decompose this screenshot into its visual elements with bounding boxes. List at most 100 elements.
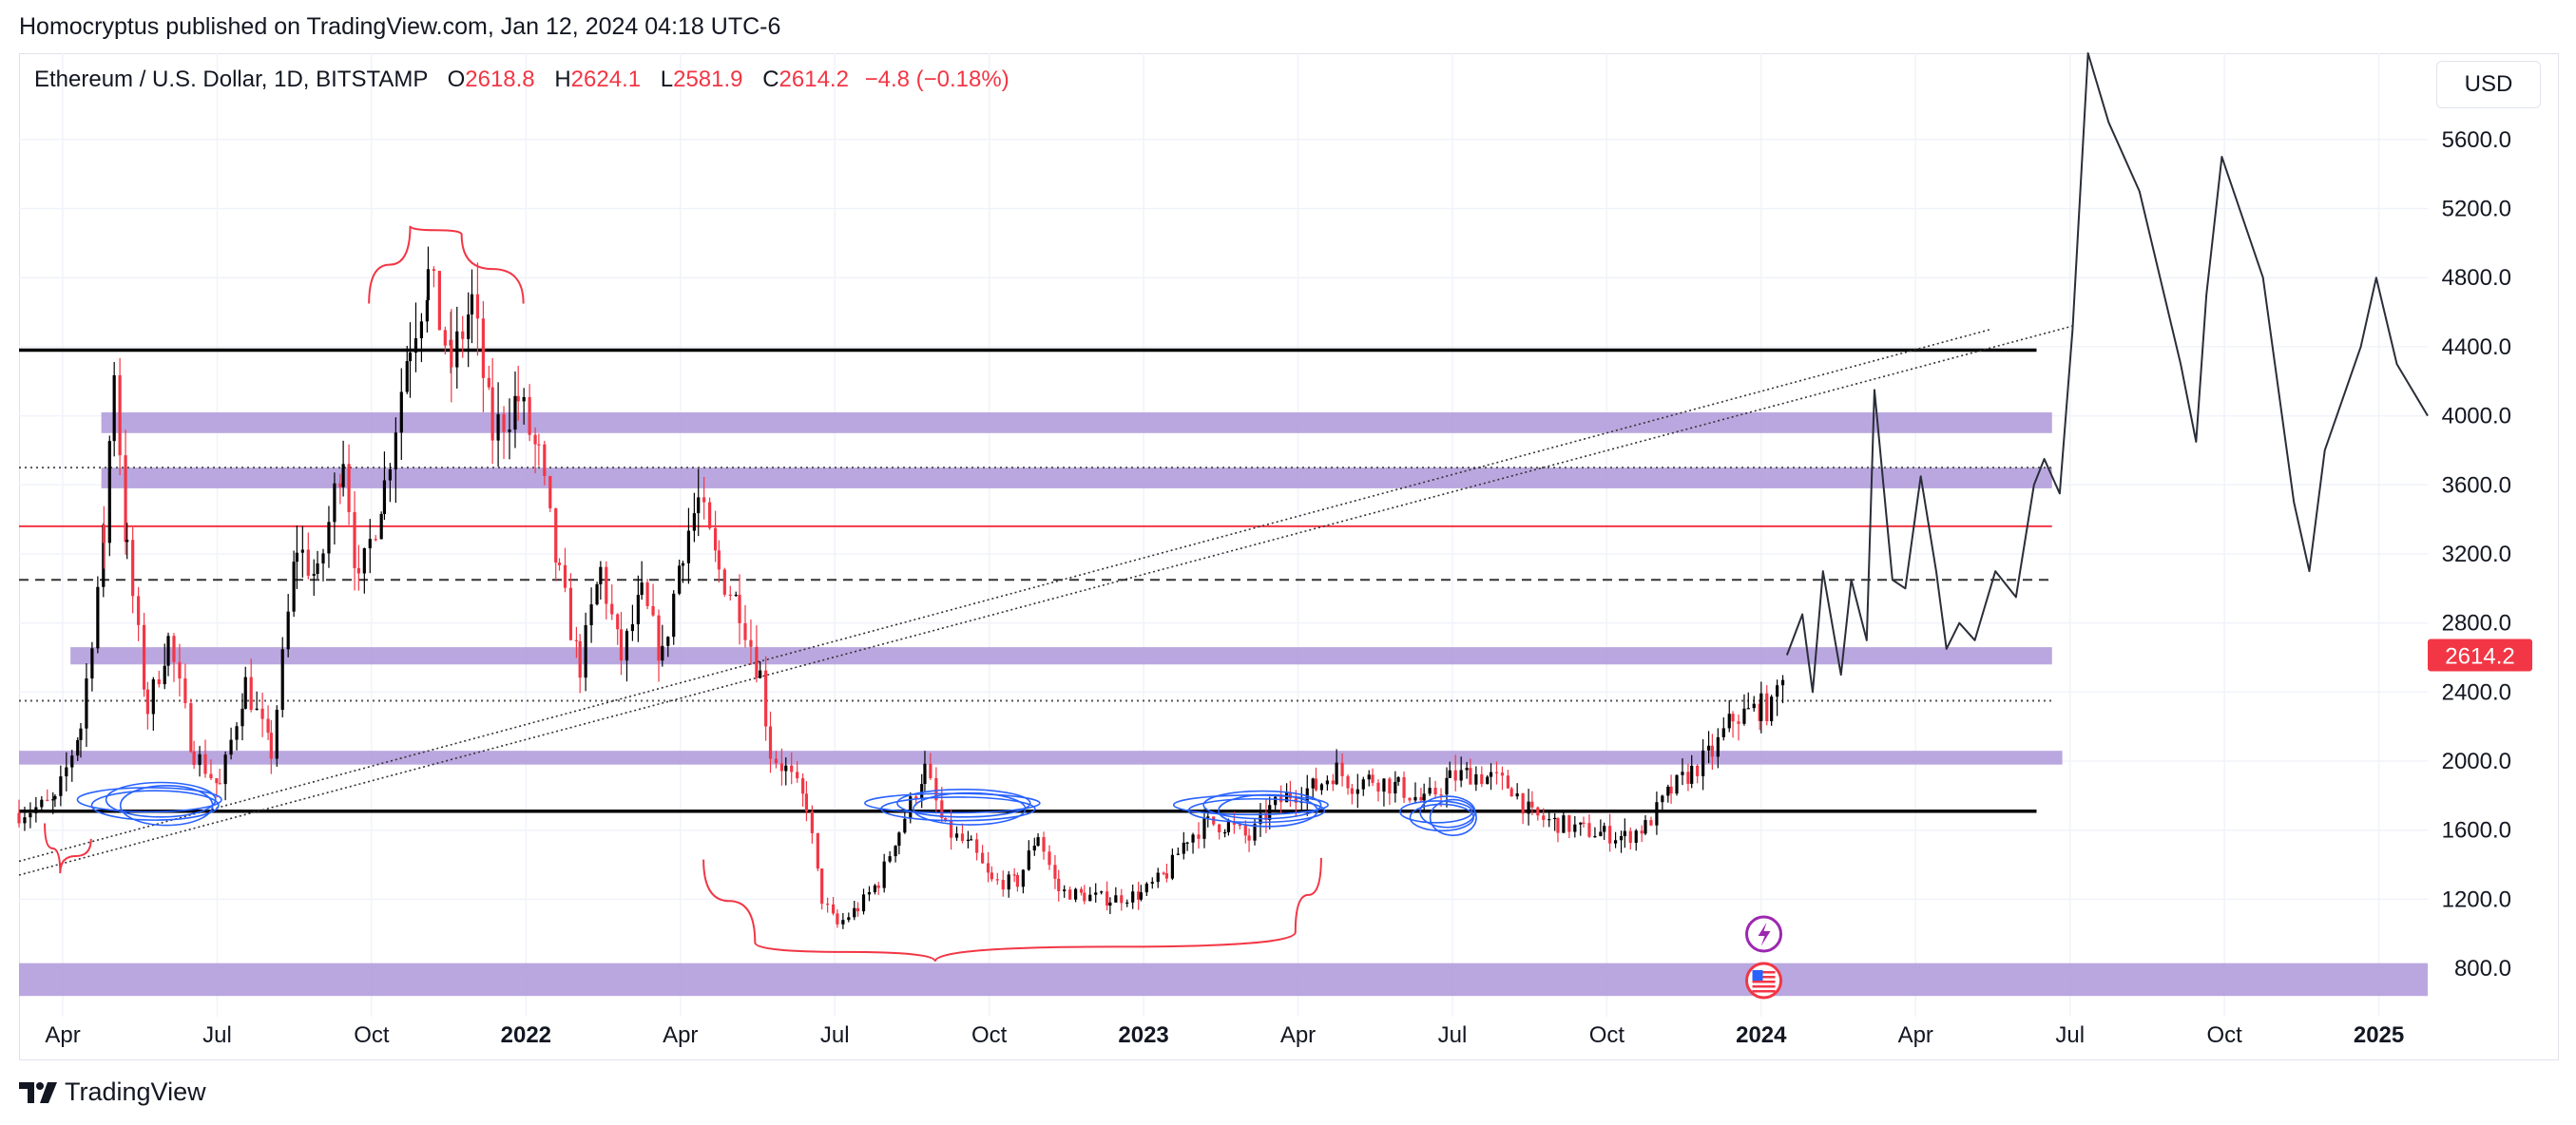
candle-body — [1480, 773, 1484, 785]
candle-body — [243, 677, 247, 709]
candle-body — [1661, 795, 1664, 803]
candle-body — [461, 331, 465, 339]
candle-body — [1131, 891, 1135, 903]
candle-body — [1599, 831, 1603, 836]
candle-body — [1562, 815, 1566, 833]
candle-body — [1433, 788, 1437, 795]
candle-body — [1701, 750, 1705, 776]
y-tick-label: 4800.0 — [2442, 265, 2511, 291]
candle-body — [1439, 794, 1443, 796]
candle-body — [316, 562, 319, 574]
candle-body — [1036, 837, 1040, 847]
candle-body — [455, 331, 459, 368]
candle-body — [1088, 894, 1092, 902]
candle-body — [1542, 815, 1546, 820]
candle-body — [362, 548, 366, 574]
candle-body — [17, 812, 21, 824]
candle-body — [949, 820, 953, 838]
candle-body — [1185, 842, 1189, 844]
candle-body — [944, 817, 948, 821]
candle-body — [1218, 824, 1221, 833]
candle-body — [1001, 880, 1005, 890]
arc-annotation — [368, 225, 525, 304]
y-tick-label: 2400.0 — [2442, 679, 2511, 705]
candle-body — [882, 861, 886, 888]
candle-body — [198, 753, 202, 765]
candle-body — [578, 640, 582, 678]
last-price-label: 2614.2 — [2445, 643, 2514, 669]
candle-body — [888, 856, 892, 862]
candle-body — [1032, 846, 1036, 851]
candle-body — [1007, 874, 1010, 890]
candle-body — [764, 670, 768, 727]
candle-body — [1644, 820, 1647, 834]
candle-body — [853, 907, 856, 918]
candle-body — [920, 784, 924, 799]
candle-body — [1696, 765, 1700, 776]
candle-body — [1623, 830, 1626, 837]
candle-body — [1640, 830, 1644, 834]
candle-body — [816, 832, 819, 869]
candle-body — [1100, 891, 1104, 893]
candle-body — [894, 846, 897, 857]
candle-body — [1770, 696, 1774, 722]
candle-body — [557, 562, 562, 565]
trend-line — [18, 325, 2073, 876]
candle-body — [235, 726, 239, 740]
arc-annotation — [44, 823, 92, 874]
candle-body — [1634, 830, 1638, 844]
candle-body — [151, 678, 155, 715]
candle-body — [1489, 772, 1493, 777]
candle-body — [475, 294, 480, 319]
scribble-annotation — [1429, 798, 1477, 836]
us-flag-icon[interactable] — [1745, 962, 1783, 1000]
x-tick-label: 2025 — [2354, 1022, 2404, 1048]
candle-body — [425, 299, 429, 322]
candle-body — [1448, 770, 1451, 778]
candle-body — [1144, 883, 1148, 893]
candle-body — [1063, 889, 1067, 891]
currency-button[interactable]: USD — [2436, 61, 2541, 108]
candle-body — [382, 480, 387, 514]
candle-body — [467, 314, 471, 339]
candle-body — [966, 839, 971, 842]
candle-body — [1582, 822, 1586, 824]
lightning-icon[interactable] — [1745, 915, 1783, 953]
candle-body — [1419, 796, 1423, 801]
tradingview-logo-icon — [19, 1081, 57, 1103]
candle-body — [563, 564, 567, 588]
arc-annotation — [702, 857, 1322, 963]
candle-body — [368, 539, 372, 549]
candle-body — [240, 708, 244, 727]
candle-body — [836, 913, 839, 925]
candle-body — [1758, 703, 1761, 721]
candle-body — [636, 595, 640, 625]
scribble-annotation — [880, 796, 1036, 822]
scribble-annotation — [1399, 800, 1473, 824]
candle-body — [1335, 762, 1338, 785]
candle-body — [768, 726, 773, 759]
candle-body — [1156, 872, 1160, 883]
forecast-path-line — [1785, 52, 2429, 694]
candle-body — [774, 758, 779, 764]
candle-body — [796, 772, 799, 779]
candle-body — [755, 646, 759, 678]
candle-body — [657, 615, 661, 661]
scribble-annotation — [119, 784, 214, 827]
candle-body — [223, 754, 227, 785]
y-tick-label: 1200.0 — [2442, 887, 2511, 912]
candle-body — [1319, 784, 1324, 791]
candle-body — [1371, 774, 1375, 783]
x-tick-label: Apr — [663, 1022, 698, 1048]
candle-body — [1556, 817, 1560, 833]
candle-body — [661, 645, 664, 661]
candle-body — [619, 629, 624, 661]
candle-body — [522, 396, 526, 402]
candle-body — [1613, 840, 1618, 844]
candle-body — [356, 567, 360, 574]
candle-body — [826, 904, 830, 906]
y-tick-label: 800.0 — [2454, 956, 2511, 982]
candle-body — [112, 374, 116, 442]
candle-body — [1453, 770, 1457, 781]
